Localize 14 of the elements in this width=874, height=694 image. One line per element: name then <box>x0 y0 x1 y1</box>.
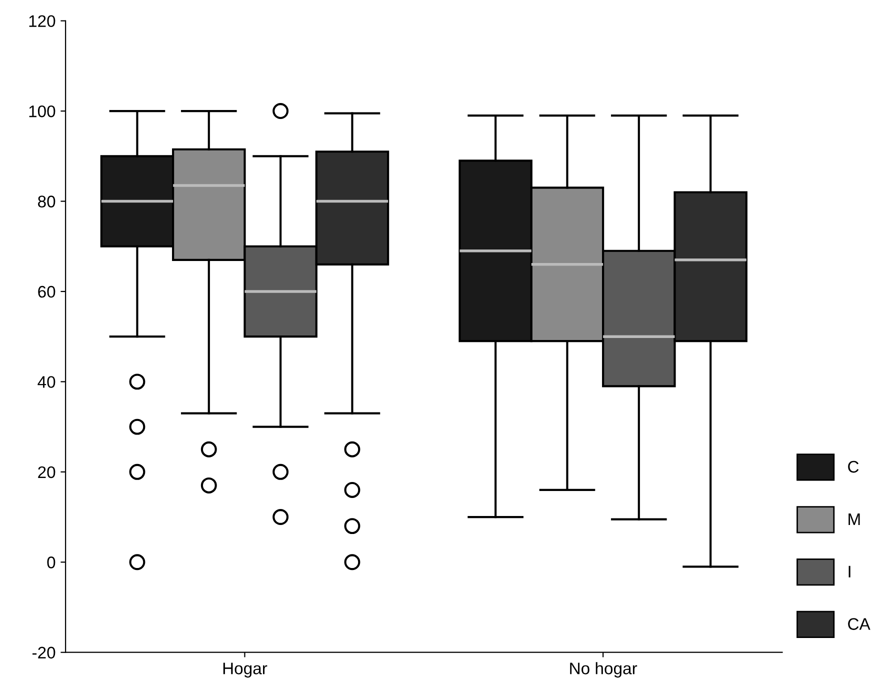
x-tick-label: No hogar <box>570 662 638 678</box>
legend-label: I <box>848 566 850 578</box>
y-tick-label: 80 <box>38 196 56 208</box>
legend-label: C <box>848 460 859 473</box>
legend-label: CA <box>848 618 870 630</box>
y-tick-label: 100 <box>29 105 56 118</box>
x-tick-label: Hogar <box>223 662 268 678</box>
y-tick-label: 60 <box>38 286 56 298</box>
y-tick-label: 0 <box>47 556 56 568</box>
y-tick-label: 20 <box>38 466 56 478</box>
legend-label: M <box>848 513 860 525</box>
y-tick-label: -20 <box>32 646 56 659</box>
y-tick-label: 120 <box>29 15 56 28</box>
y-tick-label: 40 <box>38 376 56 388</box>
